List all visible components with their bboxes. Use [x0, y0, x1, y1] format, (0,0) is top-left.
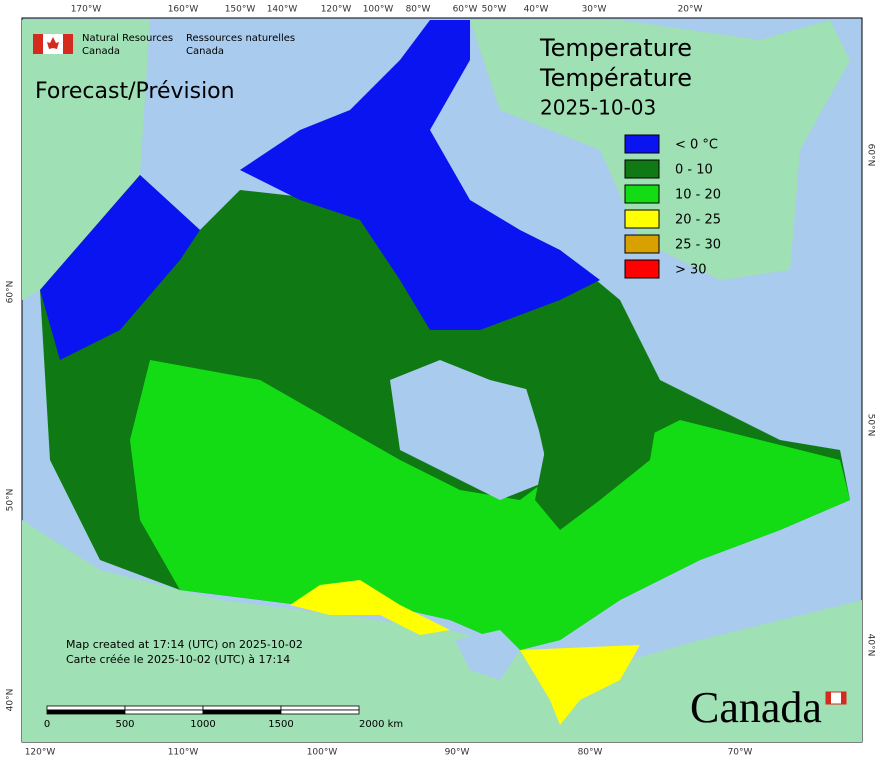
logo-text: Canada — [82, 46, 120, 57]
lat-label: 50°N — [866, 414, 876, 437]
greenland — [470, 20, 850, 280]
lon-label: 110°W — [168, 748, 199, 758]
lat-label: 40°N — [6, 689, 16, 712]
wordmark-flag — [841, 692, 846, 704]
usa-east — [560, 600, 862, 742]
legend-label: > 30 — [675, 263, 707, 278]
scale-bar: 0 500 1000 1500 2000 km — [44, 705, 403, 730]
legend-label: 25 - 30 — [675, 238, 721, 253]
graticule-labels: 170°W 160°W 150°W 140°W 120°W 100°W 80°W 60°W 50… — [6, 5, 876, 758]
lon-label: 40°W — [524, 5, 549, 15]
scale-segment — [202, 709, 282, 715]
scale-segment — [202, 705, 282, 711]
footnote: Map created at 17:14 (UTC) on 2025-10-02 — [66, 638, 303, 651]
region-yukon — [40, 175, 200, 360]
legend-swatch — [624, 159, 660, 179]
lon-label: 80°W — [578, 748, 603, 758]
legend-label: < 0 °C — [675, 138, 718, 153]
footnote: Carte créée le 2025-10-02 (UTC) à 17:14 — [66, 653, 290, 666]
scale-segment — [124, 705, 204, 711]
lat-label: 40°N — [866, 634, 876, 657]
title: Température — [539, 64, 692, 92]
forecast-label: Forecast/Prévision — [35, 79, 235, 104]
lon-label: 120°W — [25, 748, 56, 758]
wordmark-flag — [826, 692, 831, 704]
lat-label: 60°N — [866, 144, 876, 167]
scale-segment — [280, 705, 360, 711]
date: 2025-10-03 — [540, 96, 656, 120]
lon-label: 150°W — [225, 5, 256, 15]
lon-label: 100°W — [363, 5, 394, 15]
wordmark-text: Canada — [690, 683, 822, 732]
scale-label: 500 — [115, 719, 134, 730]
legend-swatch — [624, 134, 660, 154]
region-20-25 — [290, 580, 450, 635]
lon-label: 120°W — [321, 5, 352, 15]
lon-label: 140°W — [267, 5, 298, 15]
region-quebec — [525, 370, 660, 530]
title: Temperature — [539, 34, 692, 62]
scale-label: 1500 — [268, 719, 293, 730]
lon-label: 60°W — [453, 5, 478, 15]
maple-leaf — [47, 37, 59, 49]
lat-label: 50°N — [6, 489, 16, 512]
legend-swatch — [624, 259, 660, 279]
scale-segment — [46, 709, 126, 715]
hudson-bay — [390, 360, 550, 500]
legend-swatch — [624, 184, 660, 204]
wordmark: Canada — [690, 683, 847, 732]
legend: < 0 °C 0 - 10 10 - 20 20 - 25 25 - 30 > 30 — [624, 134, 721, 279]
scale-segment — [280, 709, 360, 715]
scale-segment — [46, 705, 126, 711]
region-20-25-ontario — [520, 645, 640, 725]
legend-swatch — [624, 209, 660, 229]
lon-label: 160°W — [168, 5, 199, 15]
region-10-20 — [130, 360, 850, 650]
lat-label: 60°N — [6, 281, 16, 304]
lon-label: 20°W — [678, 5, 703, 15]
scale-segment — [124, 709, 204, 715]
logo-text: Natural Resources — [82, 33, 173, 44]
lon-label: 50°W — [482, 5, 507, 15]
region-arctic — [240, 20, 600, 330]
scale-label: 0 — [44, 719, 50, 730]
alaska — [22, 20, 150, 300]
logo-text: Canada — [186, 46, 224, 57]
legend-label: 0 - 10 — [675, 163, 713, 178]
land — [22, 20, 862, 742]
scale-label: 1000 — [190, 719, 215, 730]
lon-label: 80°W — [406, 5, 431, 15]
scale-label: 2000 km — [359, 719, 403, 730]
usa — [22, 520, 560, 742]
flag-bar — [33, 34, 43, 54]
legend-swatch — [624, 234, 660, 254]
legend-label: 10 - 20 — [675, 188, 721, 203]
lon-label: 170°W — [71, 5, 102, 15]
flag-bar — [63, 34, 73, 54]
lon-label: 70°W — [728, 748, 753, 758]
legend-label: 20 - 25 — [675, 213, 721, 228]
lon-label: 30°W — [582, 5, 607, 15]
great-lakes — [455, 630, 520, 680]
nrcan-logo: Natural Resources Canada Ressources natu… — [33, 33, 295, 57]
logo-text: Ressources naturelles — [186, 33, 295, 44]
lon-label: 90°W — [445, 748, 470, 758]
lon-label: 100°W — [307, 748, 338, 758]
